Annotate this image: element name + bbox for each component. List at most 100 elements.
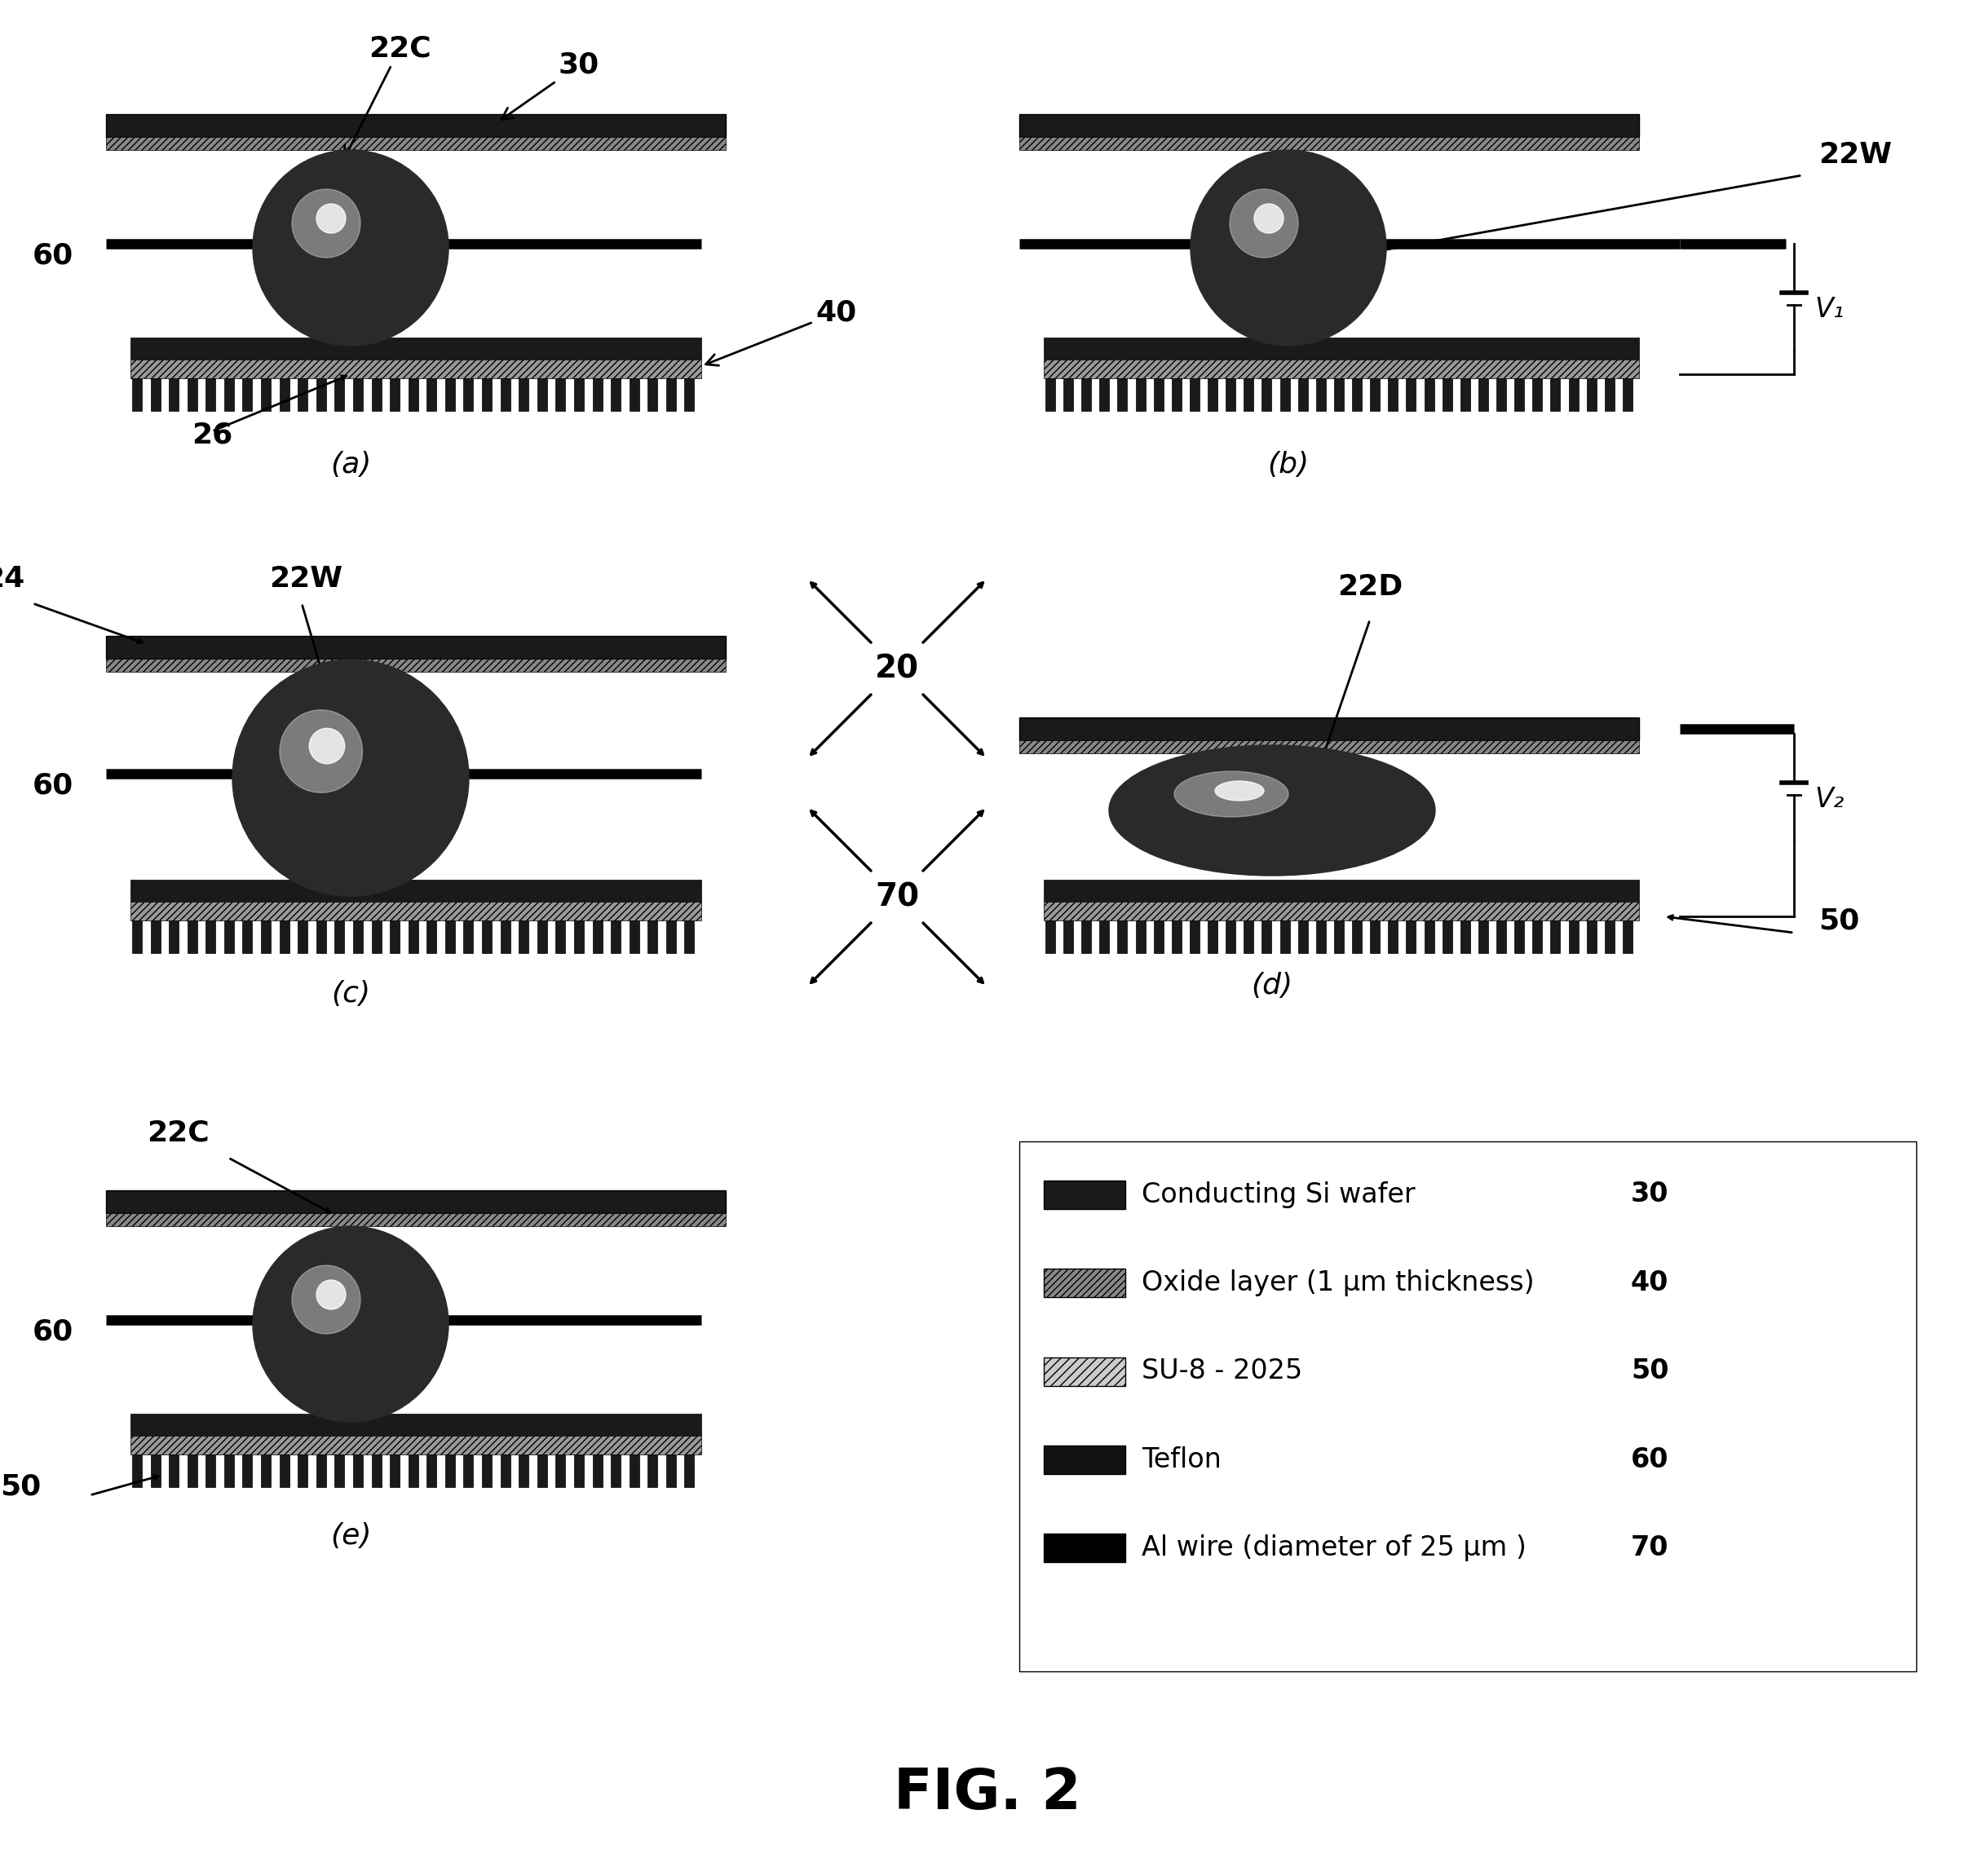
Text: 30: 30 <box>502 51 600 120</box>
Ellipse shape <box>1110 745 1436 876</box>
Bar <box>444 919 454 953</box>
Bar <box>444 377 454 411</box>
Bar <box>464 377 474 411</box>
Bar <box>500 919 510 953</box>
Bar <box>1171 377 1181 411</box>
Bar <box>107 137 725 150</box>
Bar <box>1353 919 1363 953</box>
Bar <box>482 919 492 953</box>
Bar <box>1209 377 1217 411</box>
Bar <box>1019 137 1639 150</box>
Bar <box>1262 377 1272 411</box>
Bar <box>630 1454 640 1488</box>
Circle shape <box>316 1279 346 1309</box>
Bar <box>130 880 701 902</box>
Bar <box>354 919 363 953</box>
Bar <box>1045 919 1055 953</box>
Bar <box>630 377 640 411</box>
Bar <box>1515 919 1525 953</box>
Bar <box>1406 377 1416 411</box>
Circle shape <box>233 660 468 897</box>
Bar <box>132 1454 142 1488</box>
Bar <box>107 636 725 658</box>
Bar <box>298 377 308 411</box>
Text: (c): (c) <box>332 979 369 1007</box>
Bar <box>592 919 602 953</box>
Text: 26: 26 <box>192 422 233 448</box>
Bar <box>170 919 178 953</box>
Bar <box>1497 377 1507 411</box>
Text: 22D: 22D <box>1337 574 1402 600</box>
Bar <box>555 377 565 411</box>
Bar <box>243 919 253 953</box>
Bar <box>1298 377 1307 411</box>
Circle shape <box>292 1264 359 1334</box>
Bar <box>1586 377 1596 411</box>
Bar <box>170 377 178 411</box>
Bar <box>1244 919 1254 953</box>
Text: Al wire (diameter of 25 μm ): Al wire (diameter of 25 μm ) <box>1142 1535 1527 1561</box>
Bar <box>1118 377 1128 411</box>
Text: 30: 30 <box>1631 1182 1669 1208</box>
Bar <box>1315 377 1325 411</box>
Bar <box>316 919 326 953</box>
Bar <box>334 1454 344 1488</box>
Text: 60: 60 <box>1631 1446 1669 1473</box>
Bar <box>1424 919 1434 953</box>
Bar <box>1298 919 1307 953</box>
Bar <box>107 658 725 672</box>
Bar <box>1153 919 1163 953</box>
Text: 50: 50 <box>1819 906 1858 934</box>
Bar <box>575 377 585 411</box>
Text: V₁: V₁ <box>1815 296 1845 323</box>
Bar <box>1043 880 1639 902</box>
Text: 22W: 22W <box>1819 141 1892 169</box>
Bar <box>298 1454 308 1488</box>
Text: 24: 24 <box>0 565 24 593</box>
Bar <box>107 1214 725 1227</box>
Bar <box>170 1454 178 1488</box>
Text: 60: 60 <box>32 242 73 270</box>
Text: 60: 60 <box>32 1319 73 1347</box>
Bar <box>354 377 363 411</box>
Bar <box>1043 1446 1126 1475</box>
Bar <box>1043 360 1639 377</box>
Bar <box>334 919 344 953</box>
Bar <box>1043 1180 1126 1210</box>
Bar <box>1063 919 1072 953</box>
Text: V₂: V₂ <box>1815 786 1845 812</box>
Bar <box>427 919 436 953</box>
Bar <box>371 1454 381 1488</box>
Bar <box>334 377 344 411</box>
Bar <box>575 1454 585 1488</box>
Bar <box>555 1454 565 1488</box>
Bar <box>1189 377 1199 411</box>
Bar <box>150 1454 160 1488</box>
Circle shape <box>253 1227 448 1422</box>
Bar <box>389 1454 399 1488</box>
Bar <box>1280 377 1290 411</box>
Bar <box>1019 717 1639 741</box>
Bar <box>298 919 308 953</box>
Bar <box>1568 919 1578 953</box>
Circle shape <box>1191 150 1386 345</box>
Circle shape <box>310 728 346 764</box>
Bar <box>1479 919 1487 953</box>
Bar <box>685 1454 695 1488</box>
Bar <box>519 919 529 953</box>
Bar <box>243 1454 253 1488</box>
Bar <box>1189 919 1199 953</box>
Bar <box>648 377 658 411</box>
Bar <box>225 919 233 953</box>
Bar <box>1333 919 1343 953</box>
Bar <box>519 1454 529 1488</box>
Bar <box>444 1454 454 1488</box>
Text: 22C: 22C <box>346 36 431 158</box>
Bar <box>500 1454 510 1488</box>
Bar <box>1460 377 1469 411</box>
Bar <box>464 1454 474 1488</box>
Bar <box>205 377 215 411</box>
Text: Conducting Si wafer: Conducting Si wafer <box>1142 1182 1416 1208</box>
Bar <box>1497 919 1507 953</box>
Bar <box>188 377 198 411</box>
